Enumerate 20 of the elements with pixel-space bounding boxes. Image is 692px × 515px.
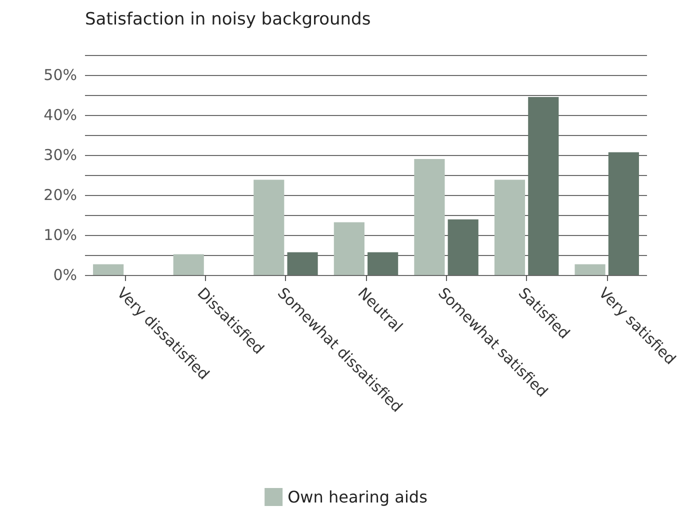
bar [494, 180, 526, 275]
bar [574, 264, 606, 275]
y-tick-label: 30% [44, 146, 77, 164]
y-tick-label: 40% [44, 106, 77, 124]
bar [173, 254, 204, 275]
chart-title: Satisfaction in noisy backgrounds [85, 10, 371, 30]
bar [368, 252, 398, 275]
bar [287, 252, 318, 275]
bar [254, 180, 284, 275]
bar [334, 222, 364, 275]
bar [608, 152, 639, 275]
bar [448, 219, 478, 275]
y-tick-label: 50% [44, 66, 77, 84]
bar [414, 159, 445, 275]
bar [93, 264, 124, 275]
bar [528, 97, 559, 275]
y-tick-label: 20% [44, 186, 77, 204]
y-tick-label: 10% [44, 226, 77, 244]
legend-label: Own hearing aids [288, 488, 428, 506]
y-tick-label: 0% [53, 266, 77, 284]
